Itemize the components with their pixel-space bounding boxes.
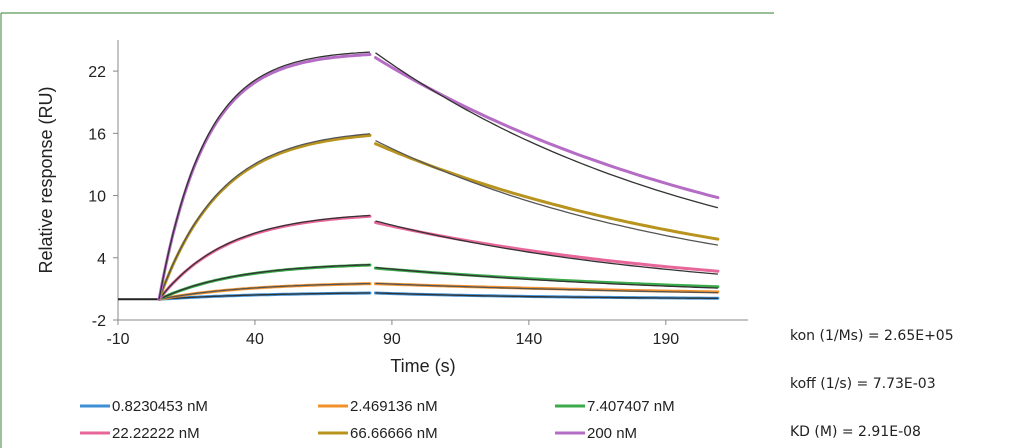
- fit-dissociation-3: [375, 220, 718, 275]
- legend-label-3: 22.22222 nM: [112, 425, 200, 442]
- fit-dissociation-2: [375, 266, 718, 289]
- fit-association-1: [158, 282, 371, 300]
- kon-value: kon (1/Ms) = 2.65E+05: [790, 328, 954, 344]
- fit-association-5: [158, 51, 371, 300]
- axes: -2 4 10 16 22 -10 40 90 140 190: [88, 40, 748, 348]
- series-dissociation-5: [374, 56, 720, 200]
- legend-label-5: 200 nM: [587, 425, 637, 442]
- fit-dissociation-4: [375, 140, 719, 246]
- x-tick-label: -10: [106, 331, 129, 348]
- fit-association-0: [159, 292, 370, 300]
- kd-value: KD (M) = 2.91E-08: [790, 424, 921, 440]
- fit-association-2: [158, 264, 371, 300]
- series-group: [118, 51, 720, 301]
- series-dissociation-4: [374, 142, 720, 241]
- binding-kinetics-chart: -2 4 10 16 22 -10 40 90 140 190 Relative response…: [0, 12, 774, 448]
- y-axis-title: Relative response (RU): [36, 86, 56, 273]
- y-tick-label: 4: [97, 251, 106, 268]
- x-tick-label: 40: [246, 331, 264, 348]
- x-tick-label: 190: [652, 331, 679, 348]
- legend-label-1: 2.469136 nM: [350, 398, 438, 415]
- fit-dissociation-5: [375, 52, 719, 209]
- fit-association-3: [158, 214, 371, 300]
- y-tick-label: 22: [88, 64, 106, 81]
- legend: 0.8230453 nM 2.469136 nM 7.407407 nM 22.222…: [80, 398, 675, 442]
- koff-value: koff (1/s) = 7.73E-03: [790, 376, 936, 392]
- series-association-5: [157, 53, 372, 301]
- chart-panel: -2 4 10 16 22 -10 40 90 140 190 Relative response…: [0, 12, 774, 448]
- x-tick-label: 90: [383, 331, 401, 348]
- y-tick-label: 10: [88, 189, 106, 206]
- fit-dissociation-0: [375, 292, 718, 299]
- legend-label-2: 7.407407 nM: [587, 398, 675, 415]
- y-tick-label: -2: [92, 313, 106, 330]
- y-tick-label: 16: [88, 126, 106, 143]
- fit-dissociation-1: [375, 282, 718, 294]
- x-tick-label: 140: [516, 331, 543, 348]
- panel-frame: [0, 12, 774, 448]
- legend-label-4: 66.66666 nM: [350, 425, 438, 442]
- legend-label-0: 0.8230453 nM: [112, 398, 208, 415]
- fit-association-4: [158, 133, 371, 300]
- x-axis-title: Time (s): [390, 356, 455, 376]
